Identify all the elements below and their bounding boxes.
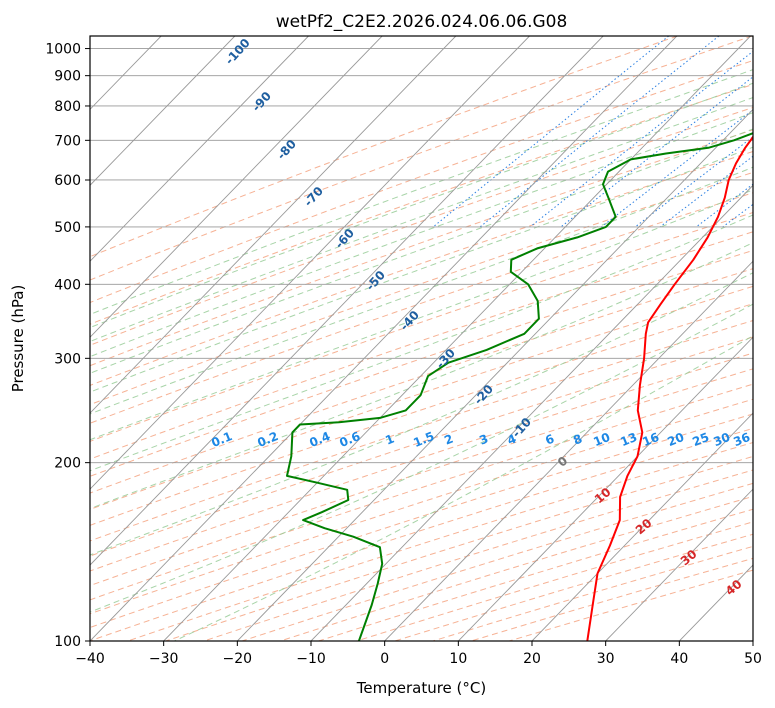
x-tick-label: −20 [223, 651, 253, 667]
isotherm-line [531, 412, 753, 641]
dry-adiabat-line [90, 83, 753, 325]
dry-adiabat-line [90, 303, 753, 526]
isotherm-line [90, 36, 604, 566]
plot-frame [89, 35, 754, 642]
mixing-ratio-line [560, 76, 753, 228]
moist-adiabat-line [90, 69, 753, 315]
dry-adiabat-line [90, 352, 753, 572]
isotherm-line [163, 36, 751, 641]
mixing-ratio-label: 25 [690, 430, 711, 449]
mixing-ratio-label: 13 [618, 430, 639, 449]
y-tick-label: 600 [54, 173, 81, 189]
x-tick-label: 40 [670, 651, 688, 667]
mixing-ratio-label: 30 [711, 430, 732, 449]
x-tick-label: 20 [523, 651, 541, 667]
moist-adiabat-line [90, 146, 753, 393]
isotherm-line [458, 336, 753, 641]
y-tick-label: 900 [54, 69, 81, 85]
mixing-ratio-line [432, 36, 670, 228]
x-tick-label: 50 [744, 651, 762, 667]
mixing-ratio-line [659, 155, 753, 228]
isotherm-line [90, 36, 309, 262]
x-axis-title: Temperature (°C) [356, 679, 486, 697]
chart-title: wetPf2_C2E2.2026.024.06.06.G08 [276, 12, 568, 32]
y-tick-label: 800 [54, 99, 81, 115]
y-tick-label: 700 [54, 133, 81, 149]
y-tick-label: 500 [54, 220, 81, 236]
y-tick-label: 300 [54, 351, 81, 367]
dewpoint-profile-line [286, 132, 753, 641]
mixing-ratio-label: 10 [591, 430, 612, 449]
x-tick-label: 0 [380, 651, 389, 667]
isotherm-line [90, 36, 457, 414]
y-axis-title: Pressure (hPa) [9, 285, 27, 393]
x-tick-label: −10 [296, 651, 326, 667]
dry-adiabat-line [90, 129, 753, 367]
mixing-ratio-label: 36 [731, 430, 752, 449]
x-tick-label: −30 [149, 651, 179, 667]
mixing-ratio-line [601, 109, 753, 228]
isotherm-line [90, 36, 678, 641]
dry-adiabat-line [90, 60, 753, 304]
mixing-ratio-label: 20 [665, 430, 686, 449]
temperature-profile-line [586, 135, 753, 641]
dry-adiabat-line [90, 212, 753, 442]
isotherm-line [605, 488, 753, 641]
dry-adiabat-line [90, 336, 753, 557]
dry-adiabat-line [90, 106, 753, 346]
y-tick-label: 100 [54, 634, 81, 650]
dry-adiabat-line [90, 192, 753, 424]
moist-adiabat-line [90, 128, 753, 374]
dry-adiabat-line [90, 249, 753, 477]
dry-adiabat-line [90, 383, 753, 601]
isotherm-line [90, 36, 530, 490]
y-tick-label: 400 [54, 277, 81, 293]
mixing-ratio-label: 16 [640, 430, 661, 449]
dry-adiabat-line [90, 268, 753, 494]
isotherm-line [310, 184, 753, 641]
moist-adiabat-line [90, 214, 753, 472]
y-tick-label: 200 [54, 456, 81, 472]
y-tick-label: 1000 [45, 42, 81, 58]
moist-adiabat-line [90, 112, 753, 358]
mixing-ratio-line [634, 136, 753, 228]
moist-adiabat-line [90, 96, 753, 343]
isotherm-line [237, 108, 753, 641]
isotherm-line [90, 36, 383, 338]
x-tick-label: 10 [449, 651, 467, 667]
dry-adiabat-line [90, 36, 753, 281]
moist-adiabat-line [90, 82, 753, 329]
x-tick-label: −40 [75, 651, 105, 667]
isotherm-line [90, 36, 236, 186]
isotherm-line [384, 260, 753, 641]
x-tick-label: 30 [597, 651, 615, 667]
